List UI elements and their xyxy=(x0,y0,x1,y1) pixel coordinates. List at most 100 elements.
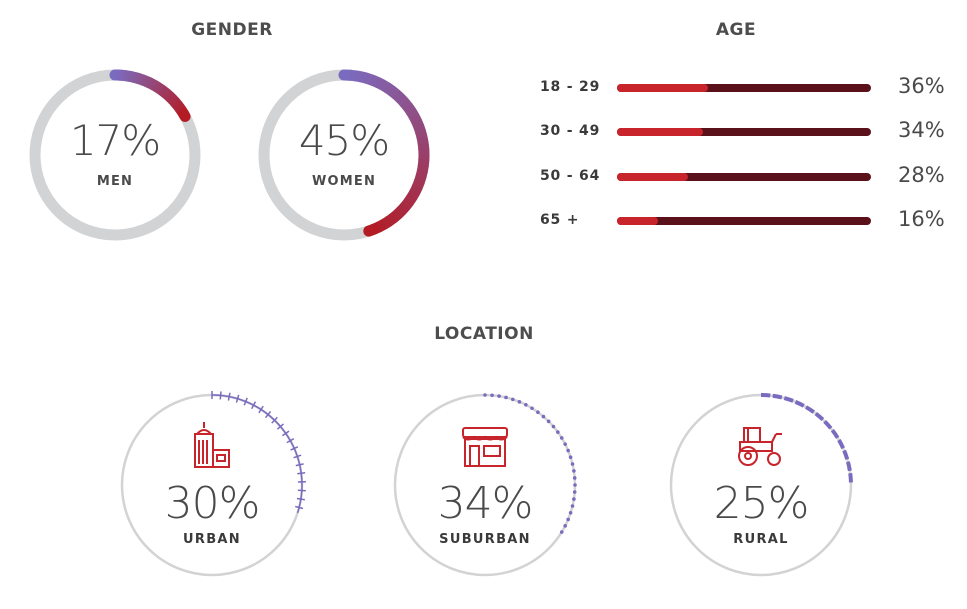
age-range-label: 65 + xyxy=(540,212,580,228)
donut-value-arc xyxy=(338,69,430,237)
arc-segment xyxy=(388,86,401,99)
arc-segment xyxy=(374,77,386,90)
suburban-label: SUBURBAN xyxy=(439,532,531,547)
arc-segment xyxy=(385,213,397,227)
tick-mark xyxy=(276,423,284,430)
tick-dot xyxy=(556,430,560,434)
age-bar-fill xyxy=(617,84,709,92)
arc-segment xyxy=(363,223,380,237)
tick-dash xyxy=(804,405,815,414)
age-row: 18 - 29 36% xyxy=(540,74,960,99)
arc-segment xyxy=(404,193,417,206)
gender-title: GENDER xyxy=(191,20,273,40)
tick-dot xyxy=(536,410,540,414)
women-percent: 45% xyxy=(298,116,390,165)
tick-dot xyxy=(497,394,501,398)
tick-dot xyxy=(566,517,570,522)
men-donut-svg xyxy=(29,69,201,241)
tick-dot xyxy=(551,424,556,429)
tick-dot xyxy=(566,448,570,453)
tick-mark xyxy=(297,471,306,475)
age-range-label: 18 - 29 xyxy=(540,79,601,95)
location-title: LOCATION xyxy=(434,324,534,344)
age-title: AGE xyxy=(715,20,757,40)
tick-dash xyxy=(823,419,833,430)
arc-segment xyxy=(397,202,410,215)
tick-mark xyxy=(293,454,302,459)
tick-dot xyxy=(511,397,515,402)
rural-percent: 25% xyxy=(713,478,810,529)
location-value-ticks xyxy=(211,391,306,510)
building-icon xyxy=(194,422,230,468)
location-suburban: 34% SUBURBAN xyxy=(390,390,580,580)
arc-segment xyxy=(354,70,363,83)
tick-dot xyxy=(559,530,564,534)
arc-segment xyxy=(403,103,416,115)
tick-mark xyxy=(295,505,304,510)
arc-segment xyxy=(359,71,369,84)
donut-value-arc xyxy=(109,69,191,122)
tick-dot xyxy=(572,476,577,480)
tick-dash xyxy=(845,461,852,472)
tick-mark xyxy=(251,401,257,410)
tick-dot xyxy=(483,393,487,397)
rural-label: RURAL xyxy=(733,532,789,547)
age-range-label: 50 - 64 xyxy=(540,168,601,184)
tick-dot xyxy=(572,497,576,501)
tick-dash xyxy=(772,393,783,400)
tick-mark xyxy=(243,397,248,406)
tick-dot xyxy=(572,490,577,494)
arc-segment xyxy=(393,206,406,219)
tick-mark xyxy=(219,391,222,400)
tick-mark xyxy=(290,446,299,451)
women-label: WOMEN xyxy=(311,174,377,189)
age-value-label: 36% xyxy=(898,74,945,98)
tick-dot xyxy=(530,406,534,411)
tick-dot xyxy=(563,442,567,446)
location-value-ticks xyxy=(760,393,853,483)
location-urban: 30% URBAN xyxy=(117,390,307,580)
storefront-icon xyxy=(462,427,508,467)
urban-ring-svg xyxy=(120,391,306,577)
urban-percent: 30% xyxy=(164,478,261,529)
tick-mark xyxy=(282,430,290,437)
age-value-label: 16% xyxy=(898,207,945,231)
arc-segment xyxy=(389,210,402,223)
tick-dot xyxy=(570,462,575,466)
arc-segment xyxy=(364,72,375,86)
location-rural: 25% RURAL xyxy=(666,390,856,580)
tick-dot xyxy=(524,403,528,407)
arc-segment xyxy=(383,82,396,96)
age-bar-track xyxy=(617,173,871,181)
tick-dot xyxy=(504,395,508,400)
tick-dot xyxy=(517,400,522,404)
age-bar-fill xyxy=(617,173,689,181)
suburban-percent: 34% xyxy=(437,478,534,529)
age-value-label: 28% xyxy=(898,163,945,187)
age-value-label: 34% xyxy=(898,118,945,142)
tick-dot xyxy=(568,511,573,515)
tick-dot xyxy=(570,504,575,508)
men-label: MEN xyxy=(96,174,134,189)
tick-dot xyxy=(546,419,551,424)
gender-donut-men: 17% MEN xyxy=(24,64,206,246)
age-bar-track xyxy=(617,84,871,92)
tick-mark xyxy=(227,392,231,401)
tick-mark xyxy=(258,405,264,414)
arc-segment xyxy=(396,94,409,107)
arc-segment xyxy=(400,198,414,211)
suburban-ring-svg xyxy=(393,393,577,577)
women-donut-svg xyxy=(258,69,430,241)
tick-dash xyxy=(794,400,805,408)
age-bar-track xyxy=(617,217,871,225)
tick-dash xyxy=(837,439,845,450)
tick-mark xyxy=(271,416,278,424)
age-bar-fill xyxy=(617,217,658,225)
age-row: 65 + 16% xyxy=(540,207,960,232)
tick-dash xyxy=(830,428,840,439)
arc-segment xyxy=(349,69,357,82)
tractor-icon xyxy=(738,427,782,466)
tick-mark xyxy=(296,497,305,501)
location-value-ticks xyxy=(483,393,577,534)
arc-segment xyxy=(376,219,387,233)
